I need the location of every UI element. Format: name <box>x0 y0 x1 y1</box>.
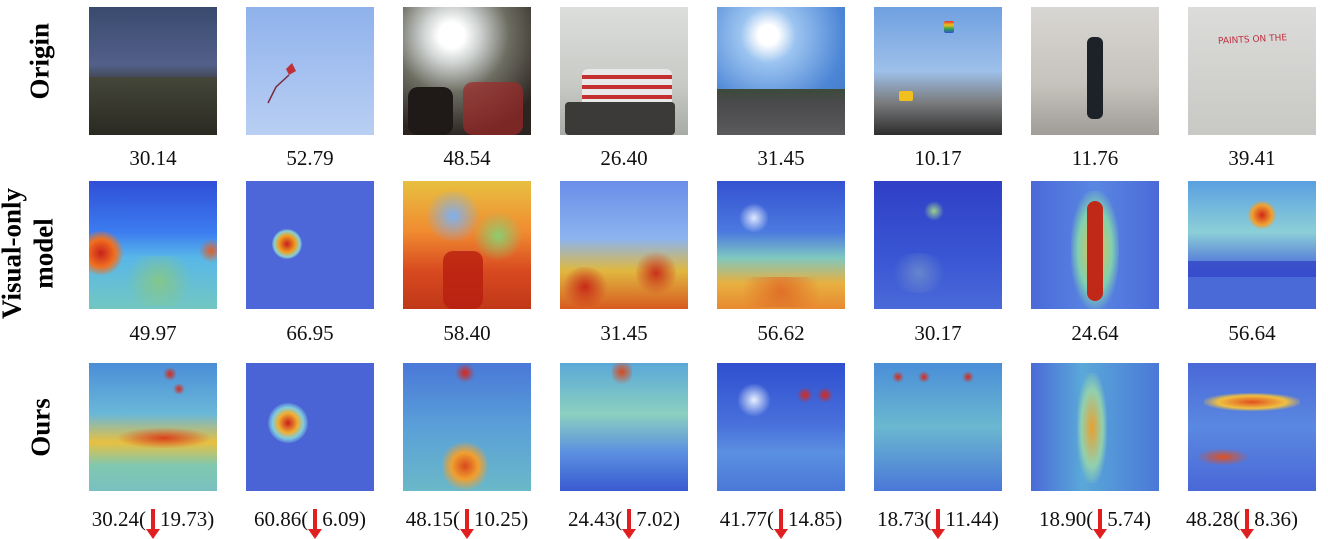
visual-heatmap-3 <box>403 181 531 309</box>
ours-drop-value-1: 19.73) <box>160 507 215 531</box>
visual-score-6: 30.17 <box>914 321 962 345</box>
ours-drop-value-4: 7.02) <box>636 507 680 531</box>
origin-image-1 <box>89 7 217 135</box>
ours-score-value-5: 41.77( <box>719 507 774 531</box>
origin-image-7 <box>1031 7 1159 135</box>
down-arrow-icon <box>460 507 474 539</box>
visual-heatmap-7 <box>1031 181 1159 309</box>
origin-image-2 <box>246 7 374 135</box>
ours-drop-value-2: 6.09) <box>322 507 366 531</box>
ours-drop-value-7: 5.74) <box>1107 507 1151 531</box>
ours-heatmap-7 <box>1031 363 1159 491</box>
ours-score-value-3: 48.15( <box>405 507 460 531</box>
kite-icon <box>267 63 296 104</box>
origin-image-3 <box>403 7 531 135</box>
origin-score-7: 11.76 <box>1071 146 1119 170</box>
visual-score-7: 24.64 <box>1071 321 1119 345</box>
ours-heatmap-3 <box>403 363 531 491</box>
visual-score-4: 31.45 <box>600 321 648 345</box>
ours-score-value-1: 30.24( <box>91 507 146 531</box>
row-label-origin: Origin <box>24 22 55 100</box>
ours-heatmap-4 <box>560 363 688 491</box>
origin-score-1: 30.14 <box>129 146 177 170</box>
ours-heatmap-8 <box>1188 363 1316 491</box>
ours-score-8: 48.28( 8.36) <box>1157 507 1327 539</box>
visual-heatmap-4 <box>560 181 688 309</box>
row-label-visual-line1: Visual-only <box>0 187 27 320</box>
ours-drop-value-3: 10.25) <box>474 507 529 531</box>
ours-score-2: 60.86( 6.09) <box>225 507 395 539</box>
ours-score-7: 18.90( 5.74) <box>1010 507 1180 539</box>
ours-score-6: 18.73( 11.44) <box>853 507 1023 539</box>
ours-score-value-6: 18.73( <box>877 507 932 531</box>
origin-image-8: PAINTS ON THE <box>1188 7 1316 135</box>
ours-score-3: 48.15( 10.25) <box>382 507 552 539</box>
row-label-ours: Ours <box>25 398 56 457</box>
origin-score-2: 52.79 <box>286 146 334 170</box>
origin-image-6 <box>874 7 1002 135</box>
ours-heatmap-1 <box>89 363 217 491</box>
visual-score-5: 56.62 <box>757 321 805 345</box>
ours-heatmap-2 <box>246 363 374 491</box>
visual-score-1: 49.97 <box>129 321 177 345</box>
origin-score-6: 10.17 <box>914 146 962 170</box>
ours-score-4: 24.43( 7.02) <box>539 507 709 539</box>
visual-heatmap-5 <box>717 181 845 309</box>
ours-score-1: 30.24( 19.73) <box>68 507 238 539</box>
visual-heatmap-2 <box>246 181 374 309</box>
row-label-visual-line2: model <box>28 218 59 289</box>
ours-score-value-4: 24.43( <box>568 507 623 531</box>
visual-heatmap-1 <box>89 181 217 309</box>
row-label-visual-only-model: Visual-only model <box>0 180 70 330</box>
down-arrow-icon <box>931 507 946 539</box>
ours-heatmap-6 <box>874 363 1002 491</box>
down-arrow-icon <box>1240 507 1255 539</box>
ours-score-5: 41.77( 14.85) <box>696 507 866 539</box>
ours-score-value-2: 60.86( <box>254 507 309 531</box>
origin-image-4 <box>560 7 688 135</box>
visual-score-3: 58.40 <box>443 321 491 345</box>
ours-score-value-8: 48.28( <box>1186 507 1241 531</box>
origin-score-5: 31.45 <box>757 146 805 170</box>
ours-drop-value-8: 8.36) <box>1254 507 1298 531</box>
visual-heatmap-8 <box>1188 181 1316 309</box>
visual-heatmap-6 <box>874 181 1002 309</box>
visual-score-2: 66.95 <box>286 321 334 345</box>
ours-heatmap-5 <box>717 363 845 491</box>
visual-score-8: 56.64 <box>1228 321 1276 345</box>
down-arrow-icon <box>146 507 160 539</box>
down-arrow-icon <box>1093 507 1108 539</box>
origin-image-5 <box>717 7 845 135</box>
origin-score-3: 48.54 <box>443 146 491 170</box>
origin-score-8: 39.41 <box>1228 146 1276 170</box>
down-arrow-icon <box>308 507 323 539</box>
ours-drop-value-5: 14.85) <box>788 507 843 531</box>
origin-score-4: 26.40 <box>600 146 648 170</box>
ours-drop-value-6: 11.44) <box>945 507 999 531</box>
ours-score-value-7: 18.90( <box>1039 507 1094 531</box>
down-arrow-icon <box>622 507 637 539</box>
down-arrow-icon <box>774 507 788 539</box>
